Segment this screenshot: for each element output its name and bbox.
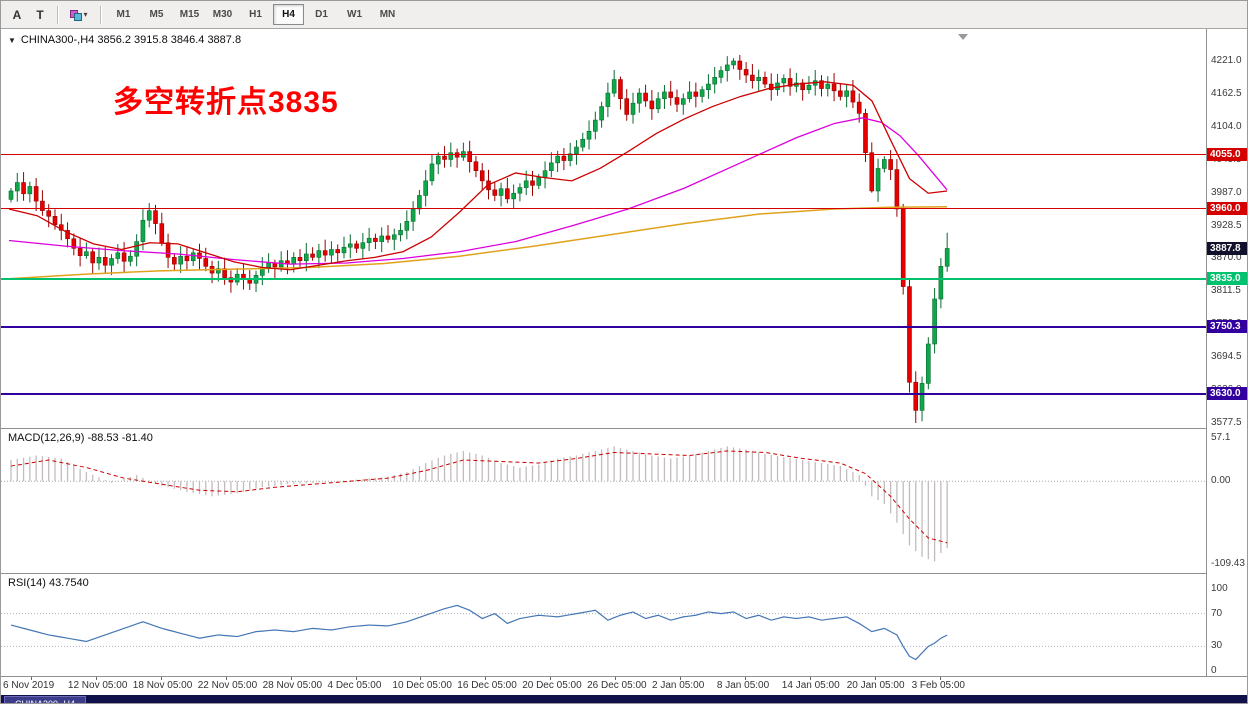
time-axis-tick [615, 676, 617, 680]
chart-tab[interactable]: CHINA300-,H4 [4, 696, 87, 703]
time-axis-tick [290, 676, 292, 680]
price-scale-label: 3811.5 [1211, 285, 1241, 296]
time-axis-tick [939, 676, 941, 680]
rsi-scale-label: 70 [1211, 608, 1223, 619]
cursor-tool-button[interactable]: A [12, 7, 22, 22]
macd-indicator-chart[interactable] [1, 428, 1206, 573]
time-axis-tick [550, 676, 552, 680]
time-axis-label: 22 Nov 05:00 [197, 680, 258, 691]
toolbar-separator [100, 5, 101, 24]
price-scale-label: 4221.0 [1211, 55, 1242, 66]
timeframe-button-h1[interactable]: H1 [249, 9, 262, 20]
time-axis[interactable]: 6 Nov 2019 12 Nov 05:00 18 Nov 05:00 22 Nov… [1, 676, 1247, 695]
level-line-3630.0[interactable] [1, 393, 1206, 395]
rsi-scale-label: 100 [1211, 583, 1228, 594]
level-price-badge[interactable]: 3960.0 [1207, 202, 1247, 215]
panel-divider[interactable] [1, 428, 1247, 429]
level-line-4055.0[interactable] [1, 154, 1206, 155]
time-axis-tick [355, 676, 357, 680]
candles-group [8, 54, 950, 424]
top-toolbar: A T ▾ M1 M5 M15 M30 H1 H4 D1 W1 MN [1, 1, 1247, 29]
level-price-badge[interactable]: 3835.0 [1207, 272, 1247, 285]
shapes-icon [70, 9, 83, 21]
chevron-down-icon: ▾ [83, 10, 88, 19]
time-axis-label: 14 Jan 05:00 [781, 680, 840, 691]
price-scale[interactable]: 4221.04162.54104.04045.53987.03928.53870… [1206, 29, 1247, 676]
current-price-badge: 3887.8 [1207, 242, 1247, 255]
level-line-3835.0[interactable] [1, 278, 1206, 280]
time-axis-label: 10 Dec 05:00 [392, 680, 452, 691]
timeframe-button-m5[interactable]: M5 [149, 9, 164, 20]
timeframe-button-m30[interactable]: M30 [212, 9, 233, 20]
candlestick-chart[interactable] [1, 29, 1206, 428]
timeframe-group: M1 M5 M15 M30 H1 H4 D1 W1 MN [107, 4, 404, 25]
level-price-badge[interactable]: 4055.0 [1207, 148, 1247, 161]
time-axis-tick [680, 676, 681, 680]
macd-scale-label: 0.00 [1211, 475, 1231, 486]
price-scale-label: 3577.5 [1211, 417, 1242, 428]
time-axis-label: 8 Jan 05:00 [716, 680, 770, 691]
timeframe-button-w1[interactable]: W1 [347, 9, 362, 20]
level-line-3960.0[interactable] [1, 208, 1206, 209]
level-line-3750.3[interactable] [1, 326, 1206, 328]
level-price-badge[interactable]: 3630.0 [1207, 387, 1247, 400]
level-price-badge[interactable]: 3750.3 [1207, 320, 1247, 333]
price-scale-label: 3694.5 [1211, 351, 1242, 362]
time-axis-tick [485, 676, 487, 680]
time-axis-label: 16 Dec 05:00 [457, 680, 517, 691]
macd-scale-label: 57.1 [1211, 432, 1231, 443]
macd-label: MACD(12,26,9) -88.53 -81.40 [8, 432, 153, 444]
time-axis-label: 2 Jan 05:00 [652, 680, 705, 691]
time-axis-label: 28 Nov 05:00 [262, 680, 323, 691]
price-scale-label: 4162.5 [1211, 88, 1242, 99]
time-axis-label: 26 Dec 05:00 [587, 680, 647, 691]
time-axis-tick [744, 676, 746, 680]
panel-divider[interactable] [1, 573, 1247, 574]
time-axis-tick [809, 676, 811, 680]
panel-divider [1, 676, 1247, 677]
price-scale-label: 3928.5 [1211, 220, 1242, 231]
time-axis-label: 20 Dec 05:00 [522, 680, 582, 691]
time-axis-tick [225, 676, 227, 680]
time-axis-label: 6 Nov 2019 [3, 680, 55, 691]
timeframe-button-mn[interactable]: MN [379, 9, 396, 20]
timeframe-button-m15[interactable]: M15 [179, 9, 200, 20]
time-axis-label: 4 Dec 05:00 [327, 680, 382, 691]
rsi-scale-label: 30 [1211, 640, 1223, 651]
objects-dropdown-button[interactable]: ▾ [64, 5, 94, 25]
rsi-scale-label: 0 [1211, 665, 1217, 676]
time-axis-tick [160, 676, 162, 680]
text-tool-button[interactable]: T [36, 7, 44, 22]
price-scale-label: 3870.0 [1211, 252, 1242, 263]
symbol-dropdown-icon[interactable]: ▼ [8, 35, 16, 45]
toolbar-separator [57, 5, 58, 24]
symbol-ohlc-text: CHINA300-,H4 3856.2 3915.8 3846.4 3887.8 [20, 34, 242, 46]
chart-tab-bar: CHINA300-,H4 [1, 695, 1247, 703]
chart-annotation-text: 多空转折点3835 [113, 86, 339, 119]
time-axis-label: 12 Nov 05:00 [67, 680, 128, 691]
symbol-ohlc-header: ▼ CHINA300-,H4 3856.2 3915.8 3846.4 3887… [8, 34, 241, 46]
price-scale-label: 3987.0 [1211, 187, 1242, 198]
time-axis-label: 18 Nov 05:00 [132, 680, 193, 691]
macd-scale-label: -109.43 [1211, 558, 1245, 569]
timeframe-button-m1[interactable]: M1 [116, 9, 131, 20]
time-axis-tick [874, 676, 876, 680]
timeframe-button-h4[interactable]: H4 [273, 4, 304, 25]
rsi-indicator-chart[interactable] [1, 573, 1206, 676]
time-axis-label: 3 Feb 05:00 [911, 680, 965, 691]
time-axis-label: 20 Jan 05:00 [846, 680, 905, 691]
time-axis-tick [31, 676, 32, 680]
rsi-label: RSI(14) 43.7540 [8, 577, 89, 589]
time-axis-tick [95, 676, 97, 680]
price-scale-label: 4104.0 [1211, 121, 1242, 132]
time-axis-tick [420, 676, 422, 680]
chart-shift-marker[interactable] [958, 34, 968, 40]
macd-histogram [10, 446, 948, 562]
timeframe-button-d1[interactable]: D1 [315, 9, 328, 20]
